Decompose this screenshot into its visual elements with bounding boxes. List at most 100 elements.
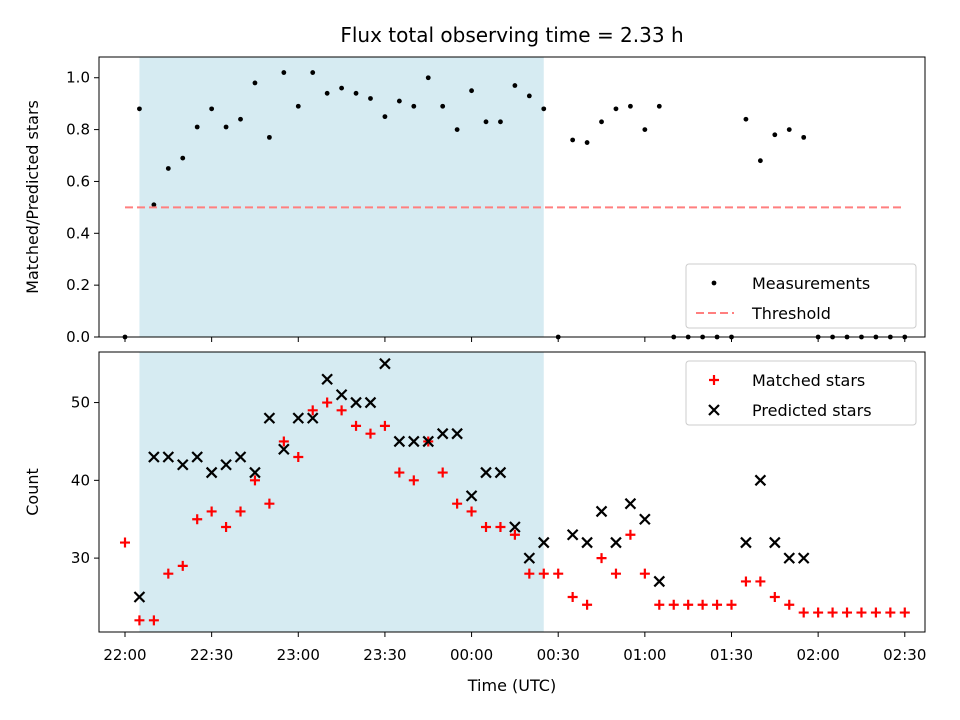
data-point xyxy=(526,93,532,99)
data-point xyxy=(537,536,550,549)
data-point xyxy=(351,420,362,431)
data-point xyxy=(249,466,261,479)
x-tick-label: 01:30 xyxy=(710,646,753,664)
legend: Matched stars Predicted stars xyxy=(685,360,917,426)
data-point xyxy=(786,127,792,132)
data-point xyxy=(379,420,390,431)
axes-frame xyxy=(98,56,926,338)
data-point xyxy=(712,599,723,610)
x-tick-label: 00:30 xyxy=(537,646,580,664)
data-point xyxy=(509,521,521,533)
data-point xyxy=(801,134,807,140)
data-point xyxy=(264,498,275,509)
data-point xyxy=(523,552,536,564)
data-point xyxy=(582,599,593,610)
data-point xyxy=(364,396,377,409)
data-point xyxy=(350,396,362,409)
data-point xyxy=(266,134,272,140)
data-point xyxy=(234,451,247,463)
legend-swatch xyxy=(711,280,717,286)
data-point xyxy=(176,459,189,471)
panel-counts: 30 40 50 22:00 22:30 23:00 23:30 00:00 00:30 01:0… xyxy=(23,351,926,664)
x-tick-label: 02:30 xyxy=(883,646,926,664)
data-point xyxy=(252,80,258,86)
legend-label: Measurements xyxy=(752,274,870,293)
x-tick-label: 02:00 xyxy=(797,646,840,664)
data-point xyxy=(411,103,417,109)
data-point xyxy=(483,119,489,125)
y-tick-label: 1.0 xyxy=(66,69,90,87)
data-point xyxy=(263,412,276,424)
data-point xyxy=(180,155,186,161)
data-point xyxy=(238,116,243,122)
data-point xyxy=(396,98,402,104)
data-point xyxy=(137,106,142,112)
x-tick-label: 23:00 xyxy=(277,646,320,664)
data-point xyxy=(119,537,130,548)
data-point xyxy=(394,467,405,478)
data-point xyxy=(581,536,593,549)
chart-title: Flux total observing time = 2.33 h xyxy=(340,23,683,47)
data-point xyxy=(740,536,752,549)
data-point xyxy=(408,435,420,448)
x-axis-title: Time (UTC) xyxy=(467,676,556,695)
data-point xyxy=(205,466,218,479)
data-point xyxy=(306,412,319,424)
y-tick-label: 0.4 xyxy=(66,224,90,242)
data-point xyxy=(654,599,665,610)
data-point xyxy=(726,599,737,610)
data-point xyxy=(221,522,232,532)
y-tick-label: 0.2 xyxy=(66,276,90,294)
data-point xyxy=(567,592,578,602)
data-point xyxy=(624,497,637,510)
data-point xyxy=(365,428,376,439)
data-point xyxy=(336,405,347,416)
x-tick-label: 01:00 xyxy=(623,646,666,664)
data-point xyxy=(324,90,330,96)
data-point xyxy=(134,615,145,626)
data-point xyxy=(494,466,507,479)
data-point xyxy=(437,467,448,478)
data-point xyxy=(842,607,853,618)
data-point xyxy=(310,70,316,75)
data-point xyxy=(885,607,896,618)
data-point xyxy=(339,85,345,91)
x-tick-label: 22:00 xyxy=(103,646,146,664)
data-point xyxy=(827,607,838,618)
data-point xyxy=(668,599,679,610)
legend-box xyxy=(685,263,917,329)
data-point xyxy=(743,116,749,122)
data-point xyxy=(223,124,229,130)
y-tick-label: 30 xyxy=(71,549,90,567)
data-point xyxy=(656,103,662,109)
data-point xyxy=(599,119,604,125)
data-point xyxy=(451,427,463,440)
data-point xyxy=(148,615,159,626)
data-point xyxy=(469,88,474,94)
data-point xyxy=(509,529,520,540)
data-point xyxy=(769,592,780,602)
data-point xyxy=(209,106,215,112)
data-point xyxy=(278,443,290,455)
y-tick-label: 40 xyxy=(71,471,90,489)
y-tick-label: 50 xyxy=(71,394,90,412)
data-point xyxy=(393,435,406,448)
data-point xyxy=(293,452,304,462)
data-point xyxy=(541,106,547,112)
data-point xyxy=(151,202,157,208)
data-point xyxy=(454,127,460,132)
data-point xyxy=(610,568,621,579)
panel-ratio: 0.0 0.2 0.4 0.6 0.8 1.0 Matched/Predicted star… xyxy=(23,56,926,346)
data-point xyxy=(235,506,246,517)
data-point xyxy=(757,158,763,164)
data-point xyxy=(379,357,391,370)
data-point xyxy=(653,575,666,588)
data-point xyxy=(481,522,492,532)
legend-swatch xyxy=(708,404,720,416)
data-point xyxy=(495,522,506,532)
x-tick-label: 23:30 xyxy=(363,646,406,664)
data-point xyxy=(281,70,287,75)
data-point xyxy=(353,90,359,96)
y-axis-title: Matched/Predicted stars xyxy=(23,100,42,294)
data-point xyxy=(613,106,619,112)
